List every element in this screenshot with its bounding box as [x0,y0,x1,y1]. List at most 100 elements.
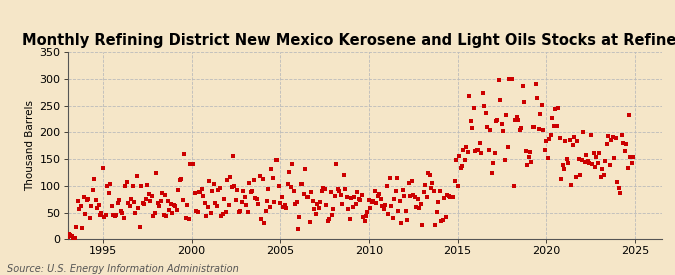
Point [597,167,608,171]
Point [334,189,345,194]
Point [564,138,575,143]
Point [294,214,305,219]
Point [245,189,256,194]
Point [443,194,454,198]
Point [421,194,432,199]
Point [510,117,520,122]
Point [344,217,355,222]
Point [528,125,539,130]
Point [455,165,466,170]
Point [626,161,637,165]
Point [146,193,157,198]
Point [506,77,516,81]
Point [411,204,422,209]
Point [524,150,535,154]
Point [554,136,565,141]
Point [124,204,135,208]
Point [451,158,462,162]
Point [492,118,503,122]
Point [96,211,107,215]
Point [292,226,303,231]
Point [495,97,506,102]
Point [402,218,412,222]
Point [542,155,553,160]
Point [371,200,382,205]
Point [72,199,83,203]
Point [614,186,624,191]
Point [566,183,576,188]
Point [70,236,80,241]
Point [219,197,230,202]
Point [470,148,481,153]
Point [157,190,167,195]
Point [132,173,142,178]
Point [95,213,105,218]
Point [143,192,154,197]
Point [240,195,250,200]
Point [202,205,213,210]
Point [553,106,564,110]
Point [83,197,94,202]
Point [356,193,367,197]
Point [374,191,385,196]
Point [477,91,488,95]
Point [533,127,544,131]
Point [584,161,595,166]
Point [232,187,243,192]
Point [225,175,236,179]
Point [522,163,533,167]
Point [77,226,88,230]
Point [383,212,394,216]
Point [446,194,457,199]
Point [74,207,85,211]
Point [130,211,141,215]
Point [105,182,115,187]
Point [325,190,336,194]
Point [385,204,396,209]
Point [195,190,206,194]
Point [198,194,209,199]
Point [207,188,218,193]
Point [90,198,101,202]
Point [398,188,408,192]
Point [563,160,574,165]
Point [347,205,358,210]
Point [328,207,339,211]
Point [468,105,479,110]
Point [101,213,111,218]
Point [448,194,458,199]
Point [570,175,581,180]
Point [544,137,555,141]
Point [475,141,485,145]
Point [304,220,315,224]
Point [375,197,386,202]
Point [600,159,611,163]
Point [112,200,123,205]
Point [483,148,494,152]
Point [333,186,344,191]
Point [487,161,498,165]
Point [601,142,612,146]
Point [437,218,448,222]
Point [471,148,482,153]
Point [267,176,278,180]
Point [98,166,109,170]
Point [392,176,402,180]
Point [476,150,487,155]
Point [256,217,267,221]
Point [618,141,628,145]
Point [136,184,146,188]
Point [279,203,290,207]
Point [254,174,265,178]
Point [229,184,240,188]
Point [454,154,464,159]
Point [378,206,389,211]
Point [118,216,129,220]
Point [399,194,410,198]
Point [201,214,212,218]
Point [278,205,289,209]
Point [68,236,79,241]
Point [322,219,333,223]
Point [291,199,302,204]
Point [415,202,426,207]
